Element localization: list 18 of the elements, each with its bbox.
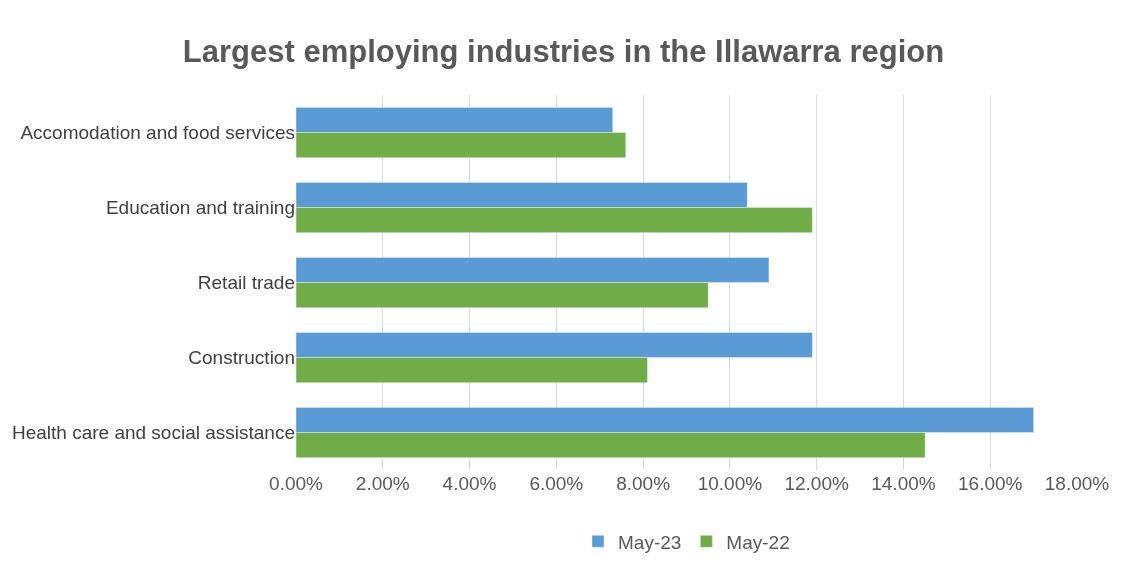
y-tick-label: Education and training xyxy=(105,197,295,219)
x-tick-label: 18.00% xyxy=(1044,473,1110,494)
legend-label: May-22 xyxy=(726,531,790,553)
chart-title: Largest employing industries in the Illawarra region xyxy=(182,33,945,69)
x-tick-label: 6.00% xyxy=(529,473,584,494)
x-tick-label: 10.00% xyxy=(697,473,763,494)
y-tick-label: Accomodation and food services xyxy=(20,122,295,144)
x-tick-label: 0.00% xyxy=(269,473,324,494)
y-tick-label: Health care and social assistance xyxy=(11,422,295,444)
y-tick-label: Construction xyxy=(188,347,295,369)
y-tick-label: Retail trade xyxy=(197,272,295,294)
x-tick-label: 2.00% xyxy=(355,473,410,494)
x-tick-label: 14.00% xyxy=(871,473,936,494)
x-tick-label: 16.00% xyxy=(957,473,1023,494)
legend-label: May-23 xyxy=(618,531,682,553)
x-tick-label: 12.00% xyxy=(784,473,849,494)
x-tick-label: 8.00% xyxy=(616,473,671,494)
x-tick-label: 4.00% xyxy=(442,473,497,494)
